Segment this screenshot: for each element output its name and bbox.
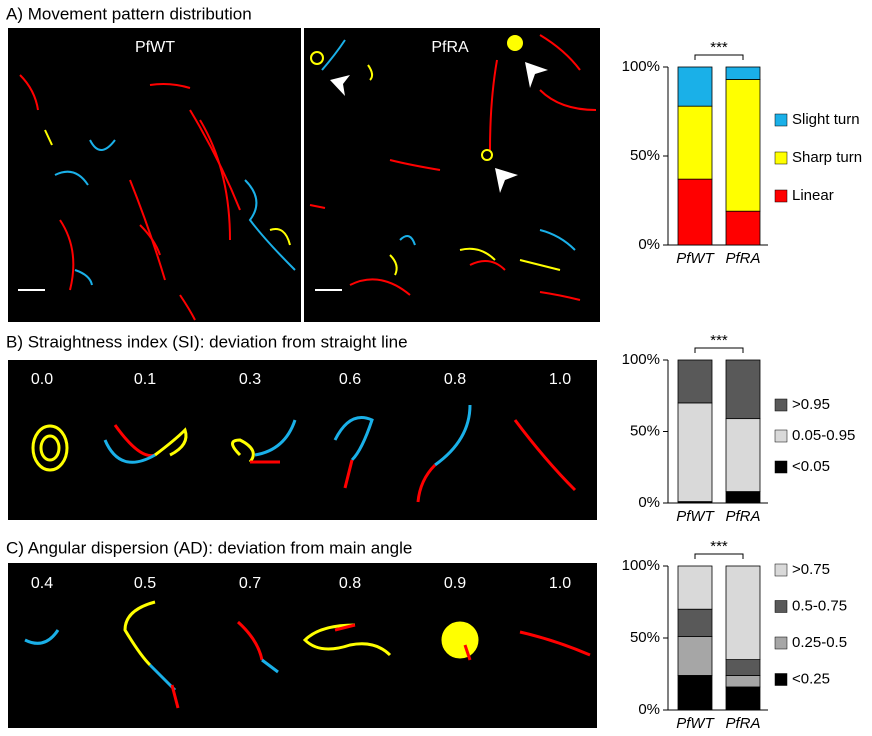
panel-title: C) Angular dispersion (AD): deviation fr… [6, 538, 412, 557]
y-tick-label: 50% [630, 629, 660, 646]
legend-label: Linear [792, 187, 834, 204]
bar-segment [726, 67, 760, 79]
bar-segment [678, 106, 712, 179]
bar-segment [678, 609, 712, 636]
image-label: 0.5 [134, 575, 156, 592]
y-tick-label: 100% [622, 58, 660, 75]
micrograph [8, 360, 597, 520]
significance-label: *** [710, 39, 728, 56]
bar-segment [678, 360, 712, 403]
image-label: 0.8 [339, 575, 361, 592]
image-label: 0.7 [239, 575, 261, 592]
image-label: PfRA [431, 39, 469, 56]
legend-label: 0.25-0.5 [792, 634, 847, 651]
x-tick-label: PfWT [676, 250, 715, 267]
bar-segment [678, 67, 712, 106]
image-label: 0.4 [31, 575, 53, 592]
bar-segment [726, 211, 760, 245]
legend-label: Sharp turn [792, 149, 862, 166]
y-tick-label: 0% [638, 494, 660, 511]
legend-label: <0.05 [792, 458, 830, 475]
bar-segment [726, 566, 760, 660]
x-tick-label: PfRA [725, 715, 760, 731]
y-tick-label: 100% [622, 557, 660, 574]
image-label: 1.0 [549, 371, 571, 388]
figure: A) Movement pattern distribution PfWT PfRA… [0, 0, 872, 731]
y-tick-label: 50% [630, 147, 660, 164]
bar-segment [726, 360, 760, 419]
legend-swatch [775, 430, 787, 442]
image-label: 0.8 [444, 371, 466, 388]
legend-swatch [775, 637, 787, 649]
legend-swatch [775, 674, 787, 686]
image-label: PfWT [135, 39, 175, 56]
panel-title: A) Movement pattern distribution [6, 4, 252, 23]
image-label: 0.0 [31, 371, 53, 388]
legend-swatch [775, 564, 787, 576]
legend-label: 0.05-0.95 [792, 427, 855, 444]
image-label: 0.9 [444, 575, 466, 592]
legend-swatch [775, 399, 787, 411]
y-tick-label: 50% [630, 422, 660, 439]
bar-segment [726, 492, 760, 503]
significance-label: *** [710, 538, 728, 555]
bar-segment [726, 660, 760, 676]
image-label: 0.6 [339, 371, 361, 388]
legend-swatch [775, 601, 787, 613]
panel-title: B) Straightness index (SI): deviation fr… [6, 332, 408, 351]
x-tick-label: PfRA [725, 250, 760, 267]
bar-segment [726, 419, 760, 492]
y-tick-label: 0% [638, 236, 660, 253]
y-tick-label: 0% [638, 701, 660, 718]
image-label: 1.0 [549, 575, 571, 592]
micrograph [8, 28, 301, 322]
bar-segment [678, 403, 712, 502]
x-tick-label: PfWT [676, 508, 715, 525]
legend-label: >0.95 [792, 396, 830, 413]
bar-segment [726, 675, 760, 687]
bar-segment [678, 179, 712, 245]
x-tick-label: PfWT [676, 715, 715, 731]
x-tick-label: PfRA [725, 508, 760, 525]
y-tick-label: 100% [622, 351, 660, 368]
legend-label: >0.75 [792, 561, 830, 578]
micrograph [8, 563, 597, 728]
micrograph [304, 28, 600, 322]
legend-label: Slight turn [792, 111, 860, 128]
bar-segment [726, 687, 760, 710]
legend-swatch [775, 461, 787, 473]
bar-segment [726, 79, 760, 211]
bar-segment [678, 637, 712, 676]
significance-label: *** [710, 332, 728, 349]
image-label: 0.3 [239, 371, 261, 388]
legend-swatch [775, 152, 787, 164]
legend-label: 0.5-0.75 [792, 597, 847, 614]
legend-label: <0.25 [792, 670, 830, 687]
legend-swatch [775, 114, 787, 126]
image-label: 0.1 [134, 371, 156, 388]
bar-segment [678, 675, 712, 710]
bar-segment [678, 566, 712, 609]
legend-swatch [775, 190, 787, 202]
